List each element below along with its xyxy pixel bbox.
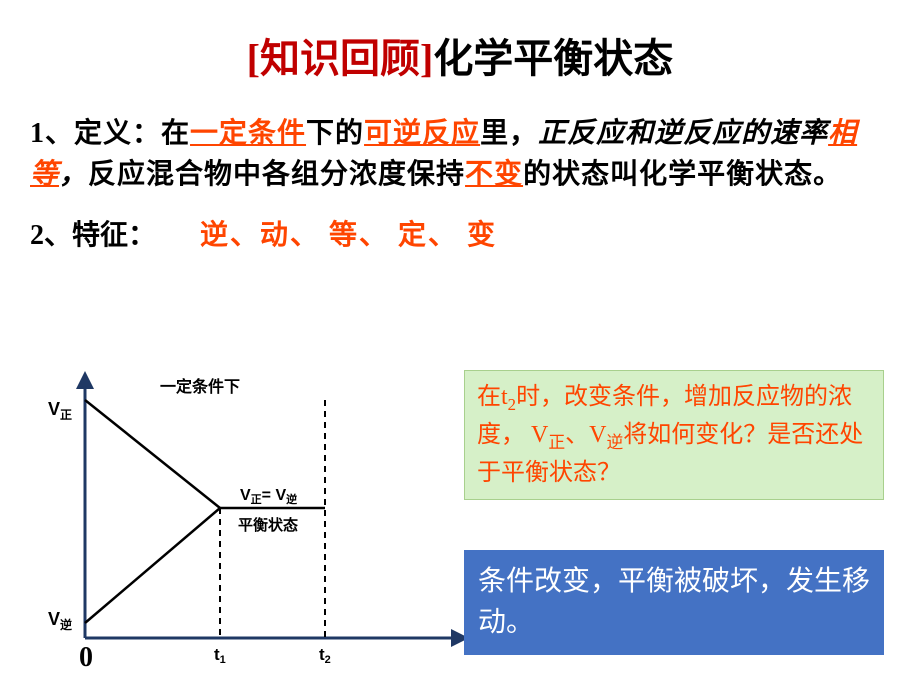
def-t2: 里，	[480, 118, 538, 149]
chart-svg: 一定条件下 V正 V逆 V正= V逆平衡状态 0 t1 t2	[30, 370, 470, 670]
svg-text:t1: t1	[214, 645, 226, 666]
def-italic: 正反应和逆反应的速率	[538, 118, 828, 149]
q-t: 在t	[477, 384, 508, 410]
definition-block: 1、定义：在一定条件下的可逆反应里，正反应和逆反应的速率相等，反应混合物中各组分…	[0, 84, 920, 195]
def-t1: 下的	[306, 118, 364, 149]
rate-chart: 一定条件下 V正 V逆 V正= V逆平衡状态 0 t1 t2	[30, 370, 470, 670]
def-u4: 不变	[465, 159, 523, 190]
slide-title: [知识回顾]化学平衡状态	[0, 0, 920, 84]
svg-text:V正: V正	[48, 399, 72, 422]
title-bracket: [知识回顾]	[247, 36, 434, 81]
features-list: 逆、动、 等、 定、 变	[200, 220, 497, 251]
svg-text:平衡状态: 平衡状态	[238, 516, 298, 534]
def-text: 1、定义：在	[30, 118, 190, 149]
q-subn: 逆	[606, 433, 623, 452]
svg-text:0: 0	[79, 642, 93, 670]
q-subz: 正	[548, 433, 565, 452]
svg-text:t2: t2	[319, 645, 331, 666]
title-main: 化学平衡状态	[433, 36, 673, 81]
def-rest2: 的状态叫化学平衡状态。	[523, 159, 842, 190]
svg-text:V正= V逆: V正= V逆	[240, 487, 297, 506]
def-rest1: 反应混合物中各组分浓度保持	[88, 159, 465, 190]
def-u2: 可逆反应	[364, 118, 480, 149]
question-box: 在t2时，改变条件，增加反应物的浓度， V正、V逆将如何变化？是否还处于平衡状态…	[464, 370, 884, 500]
svg-text:一定条件下: 一定条件下	[160, 377, 240, 396]
def-t3: ，	[59, 159, 88, 190]
def-u1: 一定条件	[190, 118, 306, 149]
features-label: 2、特征：	[30, 220, 156, 251]
q-t3: 、V	[565, 422, 606, 448]
features-row: 2、特征： 逆、动、 等、 定、 变	[0, 195, 920, 253]
q-sub2: 2	[508, 395, 516, 414]
svg-text:V逆: V逆	[48, 609, 72, 632]
answer-text: 条件改变，平衡被破坏，发生移动。	[478, 566, 870, 638]
answer-box: 条件改变，平衡被破坏，发生移动。	[464, 550, 884, 655]
